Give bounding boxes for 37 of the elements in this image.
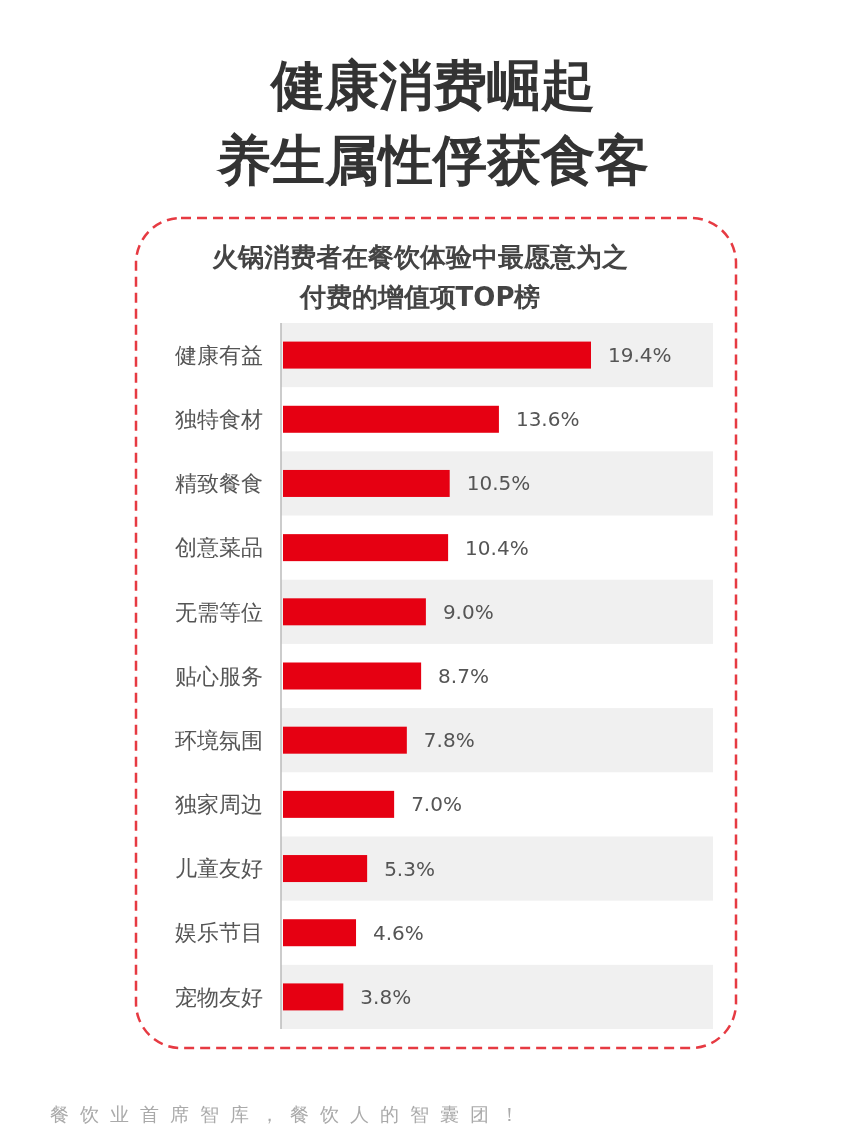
- data-label: 19.4%: [608, 343, 672, 368]
- y-tick-label: 娱乐节目: [175, 920, 263, 946]
- data-label: 5.3%: [384, 856, 435, 881]
- bar: [283, 469, 450, 497]
- y-tick-label: 独特食材: [175, 406, 263, 432]
- data-label: 10.5%: [466, 471, 531, 496]
- y-tick-label: 贴心服务: [175, 663, 263, 689]
- chart-title: 健康消费崛起: [269, 54, 595, 117]
- bar: [283, 726, 407, 754]
- chart-subtitle: 养生属性俘获食客: [215, 129, 649, 192]
- bar: [283, 341, 591, 369]
- text: 餐饮业首席智库，餐饮人的智囊团！: [50, 1103, 530, 1125]
- bar: [283, 919, 357, 947]
- y-tick-label: 独家周边: [175, 792, 263, 818]
- data-label: 7.0%: [411, 792, 462, 817]
- bar: [283, 598, 426, 626]
- bar: [283, 405, 499, 433]
- data-label: 7.8%: [423, 728, 475, 753]
- bar: [283, 662, 422, 690]
- y-tick-label: 宠物友好: [175, 984, 263, 1010]
- bar: [283, 790, 395, 818]
- data-label: 10.4%: [465, 535, 529, 560]
- text: 火锅消费者在餐饮体验中最愿意为之付费的增值项TOP榜: [212, 242, 628, 312]
- data-label: 4.6%: [373, 920, 424, 945]
- y-tick-label: 精致餐食: [175, 471, 263, 497]
- bar: [283, 855, 368, 883]
- y-tick-label: 健康有益: [175, 342, 263, 368]
- data-label: 13.6%: [515, 407, 580, 432]
- bar: [283, 983, 344, 1011]
- data-label: 8.7%: [438, 664, 489, 688]
- y-tick-label: 无需等位: [175, 599, 263, 625]
- y-tick-label: 创意菜品: [175, 535, 263, 561]
- data-label: 9.0%: [442, 599, 494, 624]
- data-label: 3.8%: [360, 984, 412, 1009]
- y-tick-label: 儿童友好: [175, 856, 263, 882]
- y-tick-label: 环境氛围: [175, 727, 263, 753]
- bar: [283, 534, 449, 562]
